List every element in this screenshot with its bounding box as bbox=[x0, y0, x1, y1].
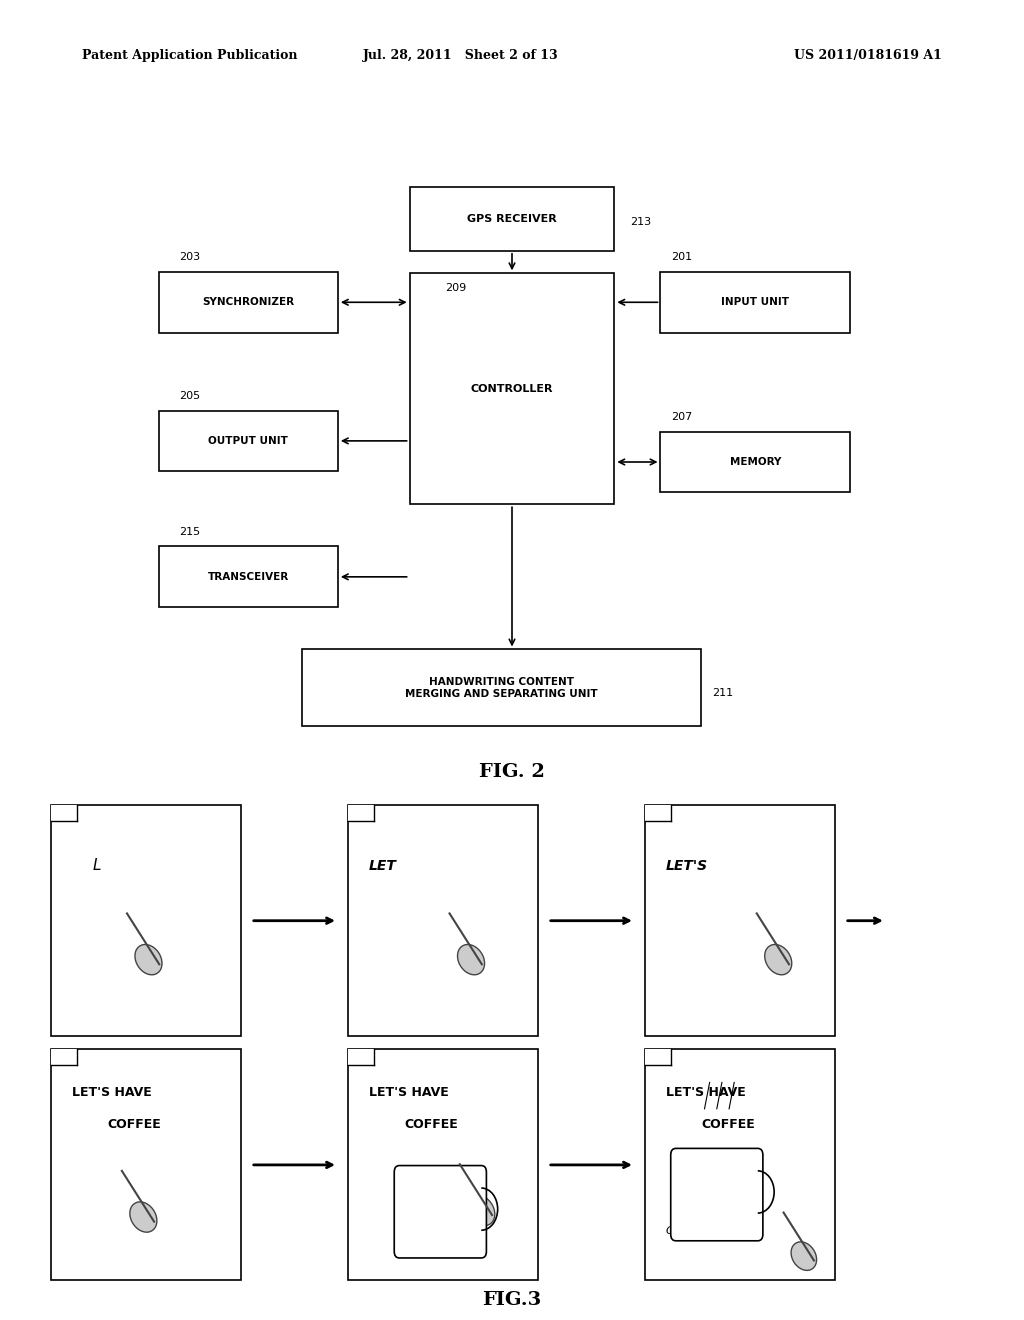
Bar bbox=[645, 1049, 671, 1065]
Text: GPS RECEIVER: GPS RECEIVER bbox=[467, 214, 557, 224]
Text: LET'S: LET'S bbox=[666, 859, 708, 873]
Bar bbox=[51, 805, 77, 821]
Text: SYNCHRONIZER: SYNCHRONIZER bbox=[203, 297, 294, 308]
Bar bbox=[645, 805, 671, 821]
Text: 215: 215 bbox=[179, 527, 201, 537]
Text: LET'S HAVE: LET'S HAVE bbox=[369, 1085, 449, 1098]
Ellipse shape bbox=[765, 945, 792, 974]
Text: 213: 213 bbox=[630, 216, 651, 227]
Text: LET'S HAVE: LET'S HAVE bbox=[666, 1085, 745, 1098]
Ellipse shape bbox=[468, 1196, 495, 1225]
Text: OK?: OK? bbox=[666, 1226, 687, 1237]
Text: OUTPUT UNIT: OUTPUT UNIT bbox=[208, 436, 289, 446]
Text: 207: 207 bbox=[671, 412, 692, 422]
Bar bbox=[645, 1049, 835, 1280]
Text: INPUT UNIT: INPUT UNIT bbox=[721, 297, 790, 308]
FancyBboxPatch shape bbox=[660, 432, 850, 492]
Bar bbox=[51, 805, 241, 1036]
Text: 211: 211 bbox=[712, 688, 733, 698]
Text: MEMORY: MEMORY bbox=[729, 457, 781, 467]
Ellipse shape bbox=[130, 1203, 157, 1232]
Ellipse shape bbox=[135, 945, 162, 974]
FancyBboxPatch shape bbox=[410, 273, 614, 504]
Text: Patent Application Publication: Patent Application Publication bbox=[82, 49, 297, 62]
Text: LET: LET bbox=[369, 859, 396, 873]
Bar bbox=[51, 1049, 241, 1280]
Text: 205: 205 bbox=[179, 391, 201, 401]
Text: Jul. 28, 2011   Sheet 2 of 13: Jul. 28, 2011 Sheet 2 of 13 bbox=[362, 49, 559, 62]
FancyBboxPatch shape bbox=[410, 187, 614, 251]
Text: 201: 201 bbox=[671, 252, 692, 263]
Text: COFFEE: COFFEE bbox=[404, 1118, 458, 1131]
Bar bbox=[348, 805, 538, 1036]
Text: 203: 203 bbox=[179, 252, 201, 263]
FancyBboxPatch shape bbox=[394, 1166, 486, 1258]
FancyBboxPatch shape bbox=[159, 411, 338, 471]
Text: CONTROLLER: CONTROLLER bbox=[471, 384, 553, 393]
Text: L: L bbox=[92, 858, 100, 873]
Ellipse shape bbox=[792, 1242, 816, 1270]
Ellipse shape bbox=[458, 945, 484, 974]
FancyBboxPatch shape bbox=[302, 649, 701, 726]
Text: HANDWRITING CONTENT
MERGING AND SEPARATING UNIT: HANDWRITING CONTENT MERGING AND SEPARATI… bbox=[406, 677, 598, 698]
Bar bbox=[348, 805, 374, 821]
Bar bbox=[645, 805, 835, 1036]
Bar bbox=[51, 1049, 77, 1065]
Text: FIG. 2: FIG. 2 bbox=[479, 763, 545, 781]
Text: TRANSCEIVER: TRANSCEIVER bbox=[208, 572, 289, 582]
Text: COFFEE: COFFEE bbox=[108, 1118, 161, 1131]
FancyBboxPatch shape bbox=[660, 272, 850, 333]
Text: US 2011/0181619 A1: US 2011/0181619 A1 bbox=[795, 49, 942, 62]
FancyBboxPatch shape bbox=[159, 272, 338, 333]
Text: FIG.3: FIG.3 bbox=[482, 1291, 542, 1309]
Text: COFFEE: COFFEE bbox=[701, 1118, 755, 1131]
Bar bbox=[348, 1049, 538, 1280]
FancyBboxPatch shape bbox=[671, 1148, 763, 1241]
Text: LET'S HAVE: LET'S HAVE bbox=[72, 1085, 152, 1098]
Text: 209: 209 bbox=[445, 282, 467, 293]
Bar bbox=[348, 1049, 374, 1065]
FancyBboxPatch shape bbox=[159, 546, 338, 607]
